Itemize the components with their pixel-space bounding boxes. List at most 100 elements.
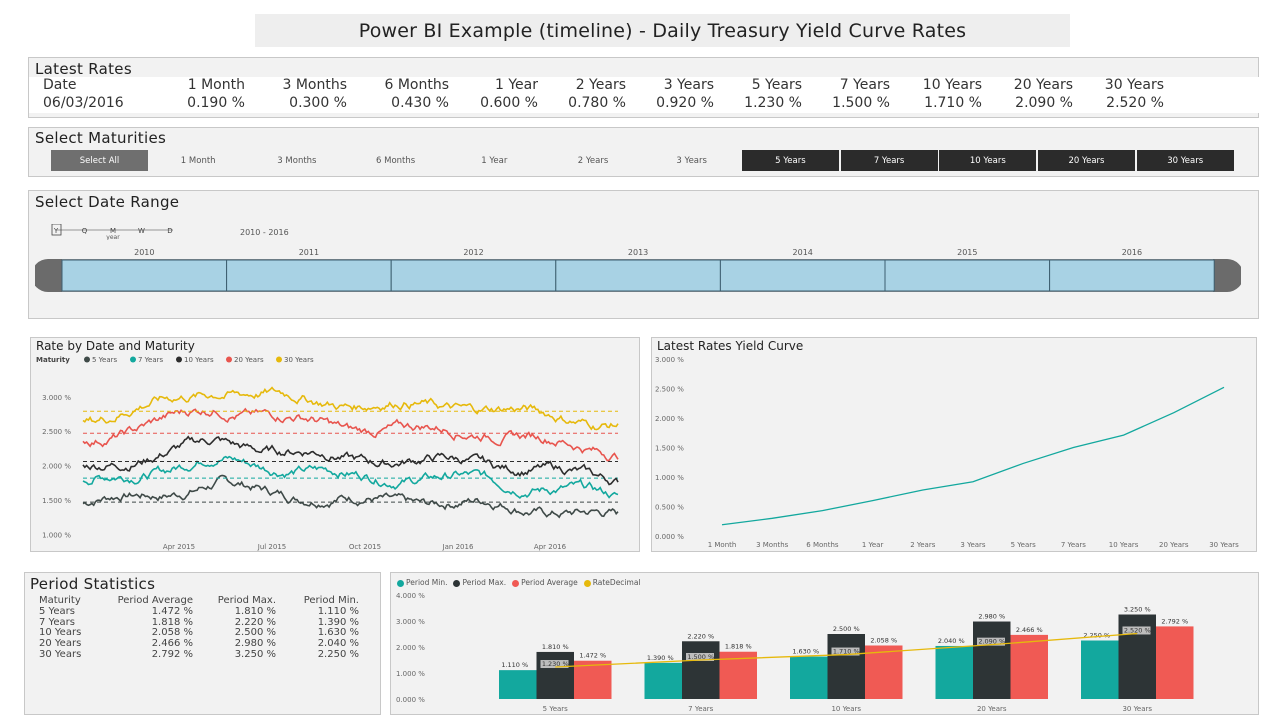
granularity-q[interactable]: Q xyxy=(82,227,88,235)
timeline-year-2015[interactable] xyxy=(884,259,1051,292)
timeline-year-label-2010: 2010 xyxy=(134,248,155,257)
latest-header-date: Date xyxy=(43,77,77,93)
maturity-button-1-year[interactable]: 1 Year xyxy=(481,155,508,166)
legend-dot-0 xyxy=(84,356,90,363)
bar-y-tick-3: 1.000 % xyxy=(396,670,425,678)
yield-y-tick-5: 0.500 % xyxy=(655,504,684,512)
rate-x-tick-0: Apr 2015 xyxy=(163,543,195,551)
rate-y-tick-4: 1.000 % xyxy=(42,532,71,540)
period-statistics-title: Period Statistics xyxy=(30,575,156,593)
latest-rates-title: Latest Rates xyxy=(35,60,132,78)
bar-legend-dot-2 xyxy=(512,579,520,587)
bar-legend-dot-0 xyxy=(397,579,404,587)
yield-curve-chart[interactable]: 3.000 % 2.500 % 2.000 % 1.500 % 1.000 % 0.500… xyxy=(652,353,1256,551)
bar-legend-label-3: RateDecimal xyxy=(592,578,641,587)
timeline-year-2014[interactable] xyxy=(719,259,886,292)
maturity-button-select-all[interactable]: Select All xyxy=(51,150,148,171)
yield-x-tick-4: 2 Years xyxy=(910,541,935,549)
bar-20-years-max[interactable] xyxy=(973,621,1011,699)
bar-x-tick-1: 7 Years xyxy=(688,705,713,713)
maturity-slicer-title: Select Maturities xyxy=(35,129,167,147)
timeline-year-2011[interactable] xyxy=(226,259,392,292)
bar-20-years-avg[interactable] xyxy=(1010,634,1049,699)
stats-row-3-col-2: 2.980 % xyxy=(234,638,276,650)
yield-chart-title: Latest Rates Yield Curve xyxy=(657,339,804,353)
legend-dot-2 xyxy=(176,356,182,363)
stats-row-4-maturity: 30 Years xyxy=(39,649,82,660)
maturity-button-6-months[interactable]: 6 Months xyxy=(376,155,416,166)
timeline-left-handle[interactable] xyxy=(35,259,62,292)
stats-row-0-col-1: 1.472 % xyxy=(151,605,193,617)
rate-x-tick-2: Oct 2015 xyxy=(349,543,381,551)
rate-x-tick-3: Jan 2016 xyxy=(442,543,474,551)
timeline-right-handle[interactable] xyxy=(1213,259,1241,292)
bar-label-avg-1: 1.818 % xyxy=(725,643,752,651)
timeline-year-2013[interactable] xyxy=(555,259,721,292)
rate-y-tick-0: 3.000 % xyxy=(42,394,71,402)
period-bars-panel: Period Min. Period Max. Period Average Rate… xyxy=(390,572,1259,715)
latest-value-2: 0.300 % xyxy=(289,95,347,111)
bar-10-years-max[interactable] xyxy=(827,634,866,699)
timeline-track[interactable] xyxy=(35,259,1241,292)
bar-5-years-min[interactable] xyxy=(499,670,537,699)
timeline-year-2012[interactable] xyxy=(390,259,557,292)
latest-header-1: 1 Month xyxy=(187,77,245,93)
stats-row-3-col-3: 2.040 % xyxy=(317,638,359,650)
maturity-button-5-years[interactable]: 5 Years xyxy=(741,150,839,171)
granularity-m[interactable]: M xyxy=(110,227,116,235)
bar-label-rate-2: 1.710 % xyxy=(833,648,860,656)
bar-30-years-min[interactable] xyxy=(1081,640,1119,700)
bar-label-min-1: 1.390 % xyxy=(647,654,674,662)
latest-header-3: 6 Months xyxy=(384,77,449,93)
maturity-button-20-years[interactable]: 20 Years xyxy=(1038,150,1135,171)
latest-value-7: 1.230 % xyxy=(744,95,802,111)
page-title: Power BI Example (timeline) - Daily Trea… xyxy=(255,14,1070,47)
bar-label-min-2: 1.630 % xyxy=(792,648,819,656)
period-bar-chart[interactable]: 4.000 % 3.000 % 2.000 % 1.000 % 0.000 % 1.110… xyxy=(391,585,1258,715)
rate-x-tick-4: Apr 2016 xyxy=(534,543,567,551)
bar-label-rate-bg-2 xyxy=(831,647,860,656)
bar-5-years-avg[interactable] xyxy=(574,660,612,699)
latest-rates-header-row: Date 1 Month 3 Months 6 Months 1 Year 2 Years… xyxy=(29,77,1260,95)
maturity-button-30-years[interactable]: 30 Years xyxy=(1136,150,1234,171)
yield-y-tick-6: 0.000 % xyxy=(655,533,684,541)
legend-label-1: 7 Years xyxy=(138,356,163,364)
maturity-button-1-month[interactable]: 1 Month xyxy=(180,155,216,166)
yield-x-tick-10: 30 Years xyxy=(1209,541,1239,549)
bar-20-years-min[interactable] xyxy=(935,645,974,699)
timeline-year-2010[interactable] xyxy=(61,259,228,292)
maturity-button-3-months[interactable]: 3 Months xyxy=(277,155,317,166)
stats-row-0-col-2: 1.810 % xyxy=(234,605,276,617)
stats-row-1-col-1: 1.818 % xyxy=(151,616,193,628)
maturity-button-7-years[interactable]: 7 Years xyxy=(840,150,938,171)
bar-label-avg-2: 2.058 % xyxy=(870,636,897,644)
bar-label-rate-3: 2.090 % xyxy=(978,638,1005,646)
bar-30-years-avg[interactable] xyxy=(1156,626,1194,699)
stats-row-1-col-2: 2.220 % xyxy=(234,616,276,628)
bar-label-min-0: 1.110 % xyxy=(501,661,528,669)
timeline-year-2016[interactable] xyxy=(1049,259,1215,292)
bar-label-rate-bg-3 xyxy=(977,637,1005,646)
maturity-button-2-years[interactable]: 2 Years xyxy=(577,155,609,166)
latest-value-6: 0.920 % xyxy=(656,95,714,111)
yield-x-tick-3: 1 Year xyxy=(862,541,884,549)
maturity-button-3-years[interactable]: 3 Years xyxy=(676,155,707,166)
bar-10-years-avg[interactable] xyxy=(865,645,903,699)
granularity-w[interactable]: W xyxy=(138,227,145,235)
bar-label-avg-0: 1.472 % xyxy=(579,652,606,660)
stats-row-2-maturity: 10 Years xyxy=(39,627,82,639)
latest-header-2: 3 Months xyxy=(282,77,347,93)
yield-x-tick-1: 3 Months xyxy=(756,541,789,549)
latest-header-7: 5 Years xyxy=(751,77,802,93)
bar-10-years-min[interactable] xyxy=(790,656,828,699)
bar-5-years-max[interactable] xyxy=(536,651,575,699)
granularity-y[interactable]: Y xyxy=(53,227,59,235)
rate-by-date-chart[interactable]: Maturity 5 Years 7 Years 10 Years 20 Years 30… xyxy=(31,353,639,551)
bar-7-years-max[interactable] xyxy=(682,641,720,699)
rate-y-tick-2: 2.000 % xyxy=(42,463,71,471)
maturity-button-10-years[interactable]: 10 Years xyxy=(939,150,1037,171)
bar-x-tick-2: 10 Years xyxy=(831,705,861,713)
bar-7-years-min[interactable] xyxy=(644,662,683,699)
granularity-d[interactable]: D xyxy=(167,227,172,235)
